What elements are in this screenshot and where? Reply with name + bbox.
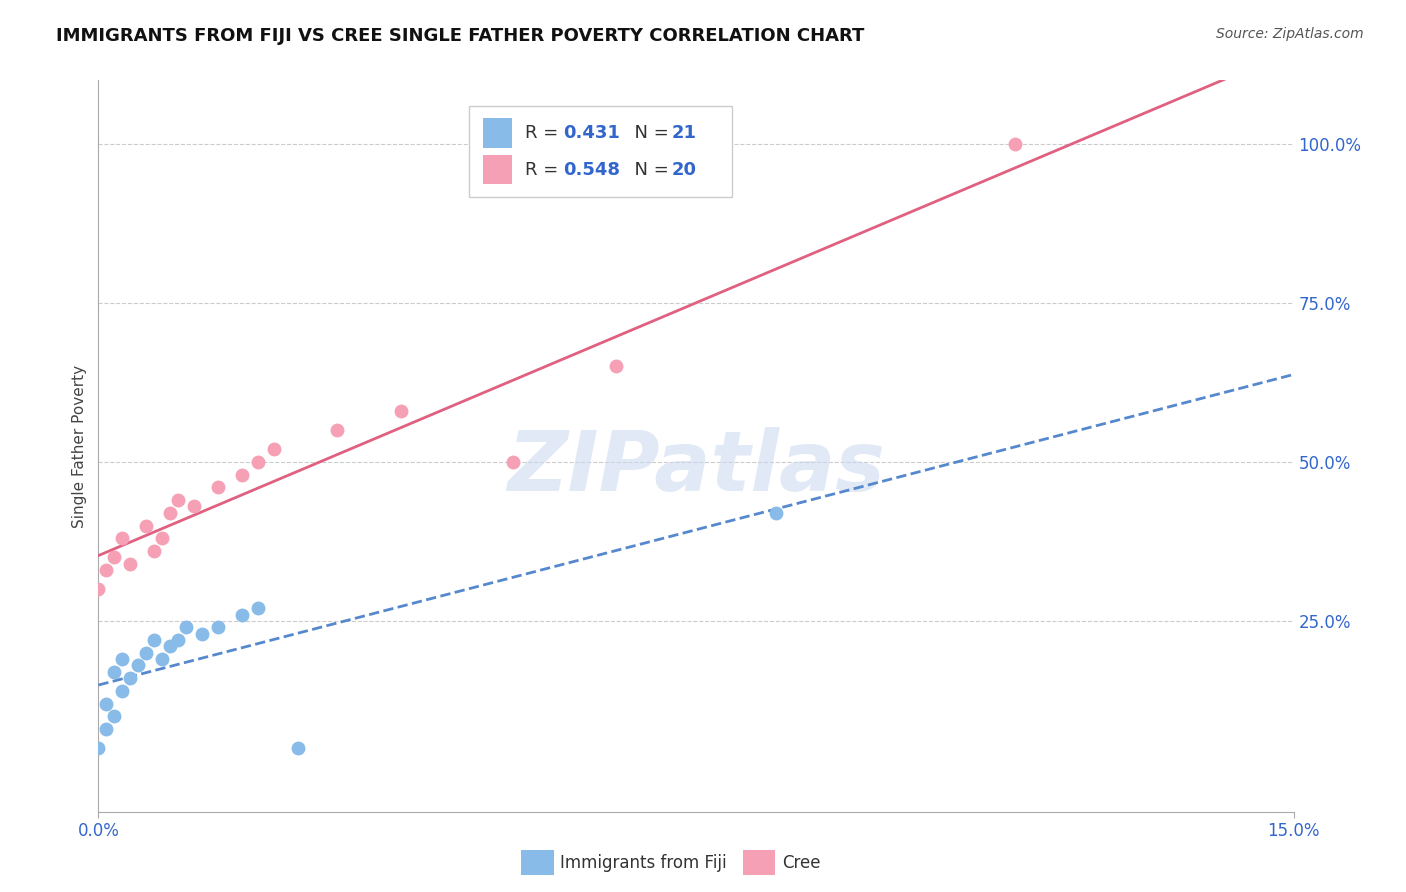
- Point: [127, 658, 149, 673]
- Point: [159, 640, 181, 654]
- Point: [389, 404, 412, 418]
- Point: [231, 607, 253, 622]
- Text: 21: 21: [672, 124, 697, 142]
- Point: [120, 671, 142, 685]
- Text: Source: ZipAtlas.com: Source: ZipAtlas.com: [1216, 27, 1364, 41]
- Text: 0.548: 0.548: [564, 161, 620, 178]
- Point: [111, 684, 134, 698]
- Point: [159, 506, 181, 520]
- FancyBboxPatch shape: [522, 850, 554, 875]
- Point: [246, 455, 269, 469]
- Text: 0.431: 0.431: [564, 124, 620, 142]
- Point: [150, 531, 173, 545]
- Point: [207, 620, 229, 634]
- Y-axis label: Single Father Poverty: Single Father Poverty: [72, 365, 87, 527]
- Point: [231, 467, 253, 482]
- Point: [167, 632, 190, 647]
- Point: [1004, 136, 1026, 151]
- Point: [103, 709, 125, 723]
- Point: [765, 506, 787, 520]
- Point: [263, 442, 285, 457]
- Point: [96, 722, 118, 736]
- Point: [167, 493, 190, 508]
- Point: [96, 697, 118, 711]
- FancyBboxPatch shape: [484, 155, 512, 184]
- Point: [135, 646, 157, 660]
- Point: [87, 741, 110, 756]
- Text: Immigrants from Fiji: Immigrants from Fiji: [560, 854, 727, 871]
- Point: [191, 626, 214, 640]
- Point: [183, 500, 205, 514]
- Point: [246, 601, 269, 615]
- Point: [87, 582, 110, 596]
- Point: [143, 632, 166, 647]
- Point: [143, 544, 166, 558]
- Point: [326, 423, 349, 437]
- Point: [103, 550, 125, 565]
- Point: [103, 665, 125, 679]
- Point: [96, 563, 118, 577]
- Point: [287, 741, 309, 756]
- Text: N =: N =: [623, 124, 675, 142]
- Text: N =: N =: [623, 161, 675, 178]
- FancyBboxPatch shape: [742, 850, 775, 875]
- Point: [150, 652, 173, 666]
- Point: [174, 620, 197, 634]
- Text: R =: R =: [524, 124, 564, 142]
- Text: 20: 20: [672, 161, 697, 178]
- Text: R =: R =: [524, 161, 564, 178]
- Point: [120, 557, 142, 571]
- Point: [111, 652, 134, 666]
- Point: [502, 455, 524, 469]
- Point: [207, 480, 229, 494]
- Point: [605, 359, 627, 374]
- Text: Cree: Cree: [782, 854, 821, 871]
- Text: IMMIGRANTS FROM FIJI VS CREE SINGLE FATHER POVERTY CORRELATION CHART: IMMIGRANTS FROM FIJI VS CREE SINGLE FATH…: [56, 27, 865, 45]
- FancyBboxPatch shape: [470, 106, 733, 197]
- Text: ZIPatlas: ZIPatlas: [508, 427, 884, 508]
- FancyBboxPatch shape: [484, 119, 512, 147]
- Point: [111, 531, 134, 545]
- Point: [135, 518, 157, 533]
